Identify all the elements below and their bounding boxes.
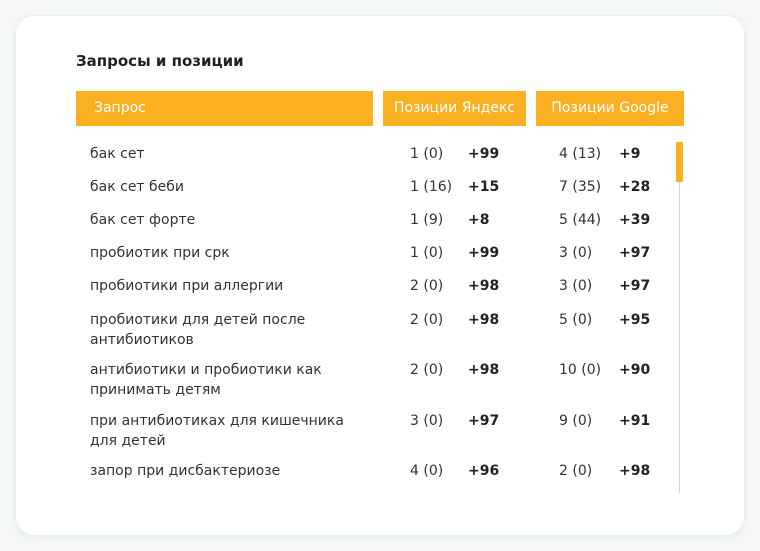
yandex-position: 4 (0) [410, 463, 444, 479]
scrollbar-thumb[interactable] [676, 142, 683, 182]
yandex-delta: +98 [468, 312, 500, 328]
query-text: пробиотики для детей после антибиотиков [90, 312, 306, 348]
google-position: 5 (44) [559, 212, 602, 228]
query-text: бак сет форте [90, 212, 196, 228]
header-query: Запрос [76, 91, 373, 126]
header-yandex: Позиции Яндекс [383, 91, 526, 126]
yandex-delta: +15 [468, 179, 500, 195]
yandex-delta: +8 [468, 212, 490, 228]
google-position: 3 (0) [559, 278, 593, 294]
query-text: пробиотик при срк [90, 245, 230, 261]
yandex-delta: +99 [468, 146, 500, 162]
google-position: 3 (0) [559, 245, 593, 261]
panel-title: Запросы и позиции [76, 52, 244, 70]
yandex-position: 1 (0) [410, 245, 444, 261]
yandex-delta: +96 [468, 463, 500, 479]
google-position: 7 (35) [559, 179, 602, 195]
positions-card: Запросы и позиции Запрос Позиции Яндекс … [16, 16, 744, 535]
google-delta: +95 [619, 312, 651, 328]
google-delta: +98 [619, 463, 651, 479]
google-delta: +91 [619, 413, 651, 429]
google-position: 4 (13) [559, 146, 602, 162]
yandex-position: 1 (9) [410, 212, 444, 228]
yandex-position: 3 (0) [410, 413, 444, 429]
query-text: при антибиотиках для кишечника для детей [90, 413, 344, 449]
google-position: 5 (0) [559, 312, 593, 328]
scrollbar-track[interactable] [679, 142, 680, 493]
google-position: 9 (0) [559, 413, 593, 429]
yandex-delta: +98 [468, 362, 500, 378]
google-delta: +97 [619, 278, 651, 294]
yandex-position: 2 (0) [410, 362, 444, 378]
yandex-delta: +97 [468, 413, 500, 429]
yandex-position: 2 (0) [410, 312, 444, 328]
yandex-delta: +99 [468, 245, 500, 261]
query-text: бак сет беби [90, 179, 185, 195]
google-delta: +28 [619, 179, 651, 195]
yandex-position: 1 (0) [410, 146, 444, 162]
query-text: пробиотики при аллергии [90, 278, 284, 294]
google-delta: +90 [619, 362, 651, 378]
yandex-position: 1 (16) [410, 179, 453, 195]
google-delta: +39 [619, 212, 651, 228]
query-text: бак сет [90, 146, 145, 162]
yandex-delta: +98 [468, 278, 500, 294]
header-google: Позиции Google [536, 91, 684, 126]
google-delta: +97 [619, 245, 651, 261]
google-position: 2 (0) [559, 463, 593, 479]
query-text: антибиотики и пробиотики как принимать д… [90, 362, 322, 398]
google-position: 10 (0) [559, 362, 602, 378]
yandex-position: 2 (0) [410, 278, 444, 294]
query-text: запор при дисбактериозе [90, 463, 281, 479]
google-delta: +9 [619, 146, 641, 162]
